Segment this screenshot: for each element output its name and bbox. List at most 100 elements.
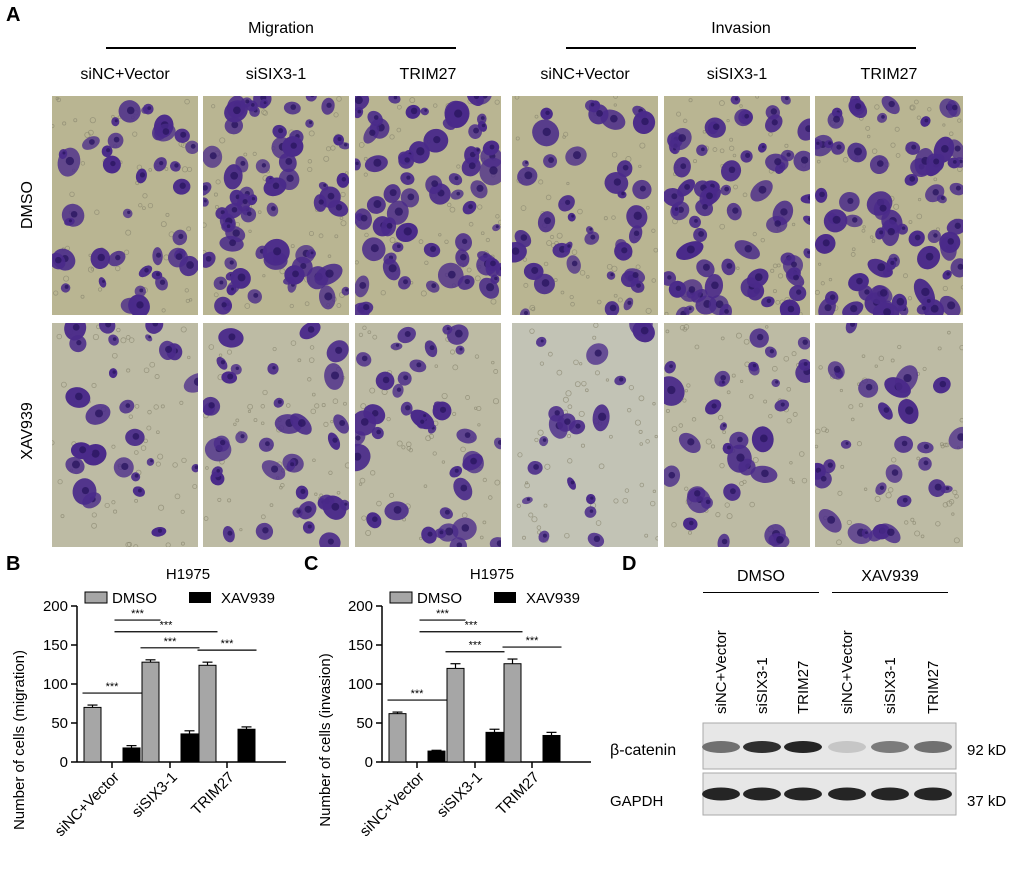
band-size-92: 92 kD bbox=[967, 742, 1006, 759]
sig-label: *** bbox=[106, 681, 120, 693]
y-tick-label: 200 bbox=[348, 598, 373, 615]
micrograph-xav939-6 bbox=[815, 323, 963, 547]
micrograph-xav939-4 bbox=[512, 323, 658, 547]
bar-dmso bbox=[198, 664, 217, 763]
micrograph-xav939-1 bbox=[52, 323, 198, 547]
micrograph-dmso-1 bbox=[52, 96, 198, 315]
col-label-1: siNC+Vector bbox=[80, 66, 170, 83]
bar-xav939 bbox=[485, 731, 504, 763]
band-gapdh-4 bbox=[828, 787, 866, 801]
band-bcatenin-4 bbox=[828, 741, 866, 753]
blot-group-dmso-line bbox=[703, 592, 819, 594]
x-tick-label: siNC+Vector bbox=[357, 769, 428, 840]
group-migration-line bbox=[106, 47, 456, 49]
y-tick-label: 200 bbox=[43, 598, 68, 615]
y-tick-label: 100 bbox=[348, 676, 373, 693]
x-tick-label: siSIX3-1 bbox=[434, 769, 486, 821]
y-tick-label: 150 bbox=[348, 637, 373, 654]
sig-label: *** bbox=[469, 640, 483, 652]
sig-label: *** bbox=[164, 636, 178, 648]
legend-dmso-swatch bbox=[389, 591, 413, 604]
bar-dmso bbox=[503, 663, 522, 763]
legend-xav-text: XAV939 bbox=[221, 590, 275, 607]
bar-xav939 bbox=[237, 728, 256, 763]
x-tick-label: siSIX3-1 bbox=[129, 769, 181, 821]
band-gapdh-2 bbox=[743, 787, 781, 801]
sig-label: *** bbox=[411, 688, 425, 700]
micrograph-xav939-3 bbox=[355, 323, 501, 547]
chart-b-title: H1975 bbox=[166, 566, 210, 583]
panel-c-label: C bbox=[304, 553, 319, 575]
y-tick-label: 150 bbox=[43, 637, 68, 654]
micrograph-dmso-5 bbox=[664, 96, 810, 315]
bar-dmso bbox=[446, 667, 465, 763]
y-tick-label: 0 bbox=[365, 754, 373, 771]
band-size-37: 37 kD bbox=[967, 793, 1006, 810]
band-gapdh-6 bbox=[914, 787, 952, 801]
chart-c-plot: 0 50 100 150 200 siNC+Vector siSIX3-1 TRIM27 ***… bbox=[348, 598, 591, 840]
bar-dmso bbox=[141, 661, 160, 763]
row-label-dmso: DMSO bbox=[19, 181, 36, 229]
legend-xav-swatch bbox=[494, 592, 516, 603]
bar-xav939 bbox=[180, 733, 199, 763]
col-label-3: TRIM27 bbox=[399, 66, 457, 83]
micrograph-xav939-5 bbox=[664, 323, 810, 547]
band-label-bcatenin: β-catenin bbox=[610, 742, 676, 759]
blot-group-xav939-line bbox=[832, 592, 948, 594]
bar-xav939 bbox=[542, 734, 561, 763]
band-gapdh-3 bbox=[784, 787, 822, 801]
sig-label: *** bbox=[526, 635, 540, 647]
sig-label: *** bbox=[131, 608, 145, 620]
col-label-2: siSIX3-1 bbox=[245, 66, 307, 83]
bar-dmso bbox=[388, 713, 407, 763]
bar-xav939 bbox=[122, 747, 141, 763]
legend-dmso-text: DMSO bbox=[112, 590, 157, 607]
y-tick-label: 50 bbox=[51, 715, 68, 732]
chart-c-title: H1975 bbox=[470, 566, 514, 583]
chart-c-ylabel: Number of cells (invasion) bbox=[317, 653, 334, 826]
sig-label: *** bbox=[160, 620, 174, 632]
legend-dmso-text: DMSO bbox=[417, 590, 462, 607]
col-label-6: TRIM27 bbox=[860, 66, 918, 83]
micrograph-xav939-2 bbox=[203, 323, 349, 547]
x-tick-label: TRIM27 bbox=[188, 769, 238, 819]
micrograph-dmso-2 bbox=[203, 96, 349, 315]
legend-xav-swatch bbox=[189, 592, 211, 603]
y-tick-label: 100 bbox=[43, 676, 68, 693]
band-gapdh-5 bbox=[871, 787, 909, 801]
x-tick-label: siNC+Vector bbox=[52, 769, 123, 840]
group-invasion-line bbox=[566, 47, 916, 49]
band-label-gapdh: GAPDH bbox=[610, 793, 663, 810]
lane-label-2: siSIX3-1 bbox=[754, 657, 771, 714]
bar-dmso bbox=[83, 706, 102, 763]
micrograph-dmso-4 bbox=[512, 96, 658, 315]
group-invasion-label: Invasion bbox=[711, 20, 771, 37]
legend-xav-text: XAV939 bbox=[526, 590, 580, 607]
bar-xav939 bbox=[427, 750, 446, 763]
sig-label: *** bbox=[465, 620, 479, 632]
legend-dmso-swatch bbox=[84, 591, 108, 604]
panel-b-label: B bbox=[6, 553, 21, 575]
lane-label-5: siSIX3-1 bbox=[882, 657, 899, 714]
chart-b-plot: 0 50 100 150 200 siNC+Vector siSIX3-1 TRIM27 ***… bbox=[43, 598, 286, 840]
micrograph-dmso-6 bbox=[815, 96, 963, 315]
lane-label-3: TRIM27 bbox=[795, 661, 812, 714]
y-tick-label: 50 bbox=[356, 715, 373, 732]
lane-label-6: TRIM27 bbox=[925, 661, 942, 714]
band-bcatenin-1 bbox=[702, 741, 740, 753]
band-bcatenin-3 bbox=[784, 741, 822, 753]
chart-b-migration: H1975 DMSO XAV939 Number of cells (migra… bbox=[11, 566, 286, 840]
western-blot: siNC+Vector siSIX3-1 TRIM27 siNC+Vector siSI… bbox=[610, 630, 1006, 816]
lane-label-4: siNC+Vector bbox=[839, 630, 856, 714]
col-label-4: siNC+Vector bbox=[540, 66, 630, 83]
lane-label-1: siNC+Vector bbox=[713, 630, 730, 714]
chart-c-invasion: H1975 DMSO XAV939 Number of cells (invas… bbox=[317, 566, 591, 840]
group-migration-label: Migration bbox=[248, 20, 314, 37]
sig-label: *** bbox=[436, 608, 450, 620]
blot-group-xav939: XAV939 bbox=[861, 568, 919, 585]
panel-a-label: A bbox=[6, 4, 21, 26]
micrograph-dmso-3 bbox=[355, 96, 501, 315]
band-bcatenin-2 bbox=[743, 741, 781, 753]
band-bcatenin-6 bbox=[914, 741, 952, 753]
